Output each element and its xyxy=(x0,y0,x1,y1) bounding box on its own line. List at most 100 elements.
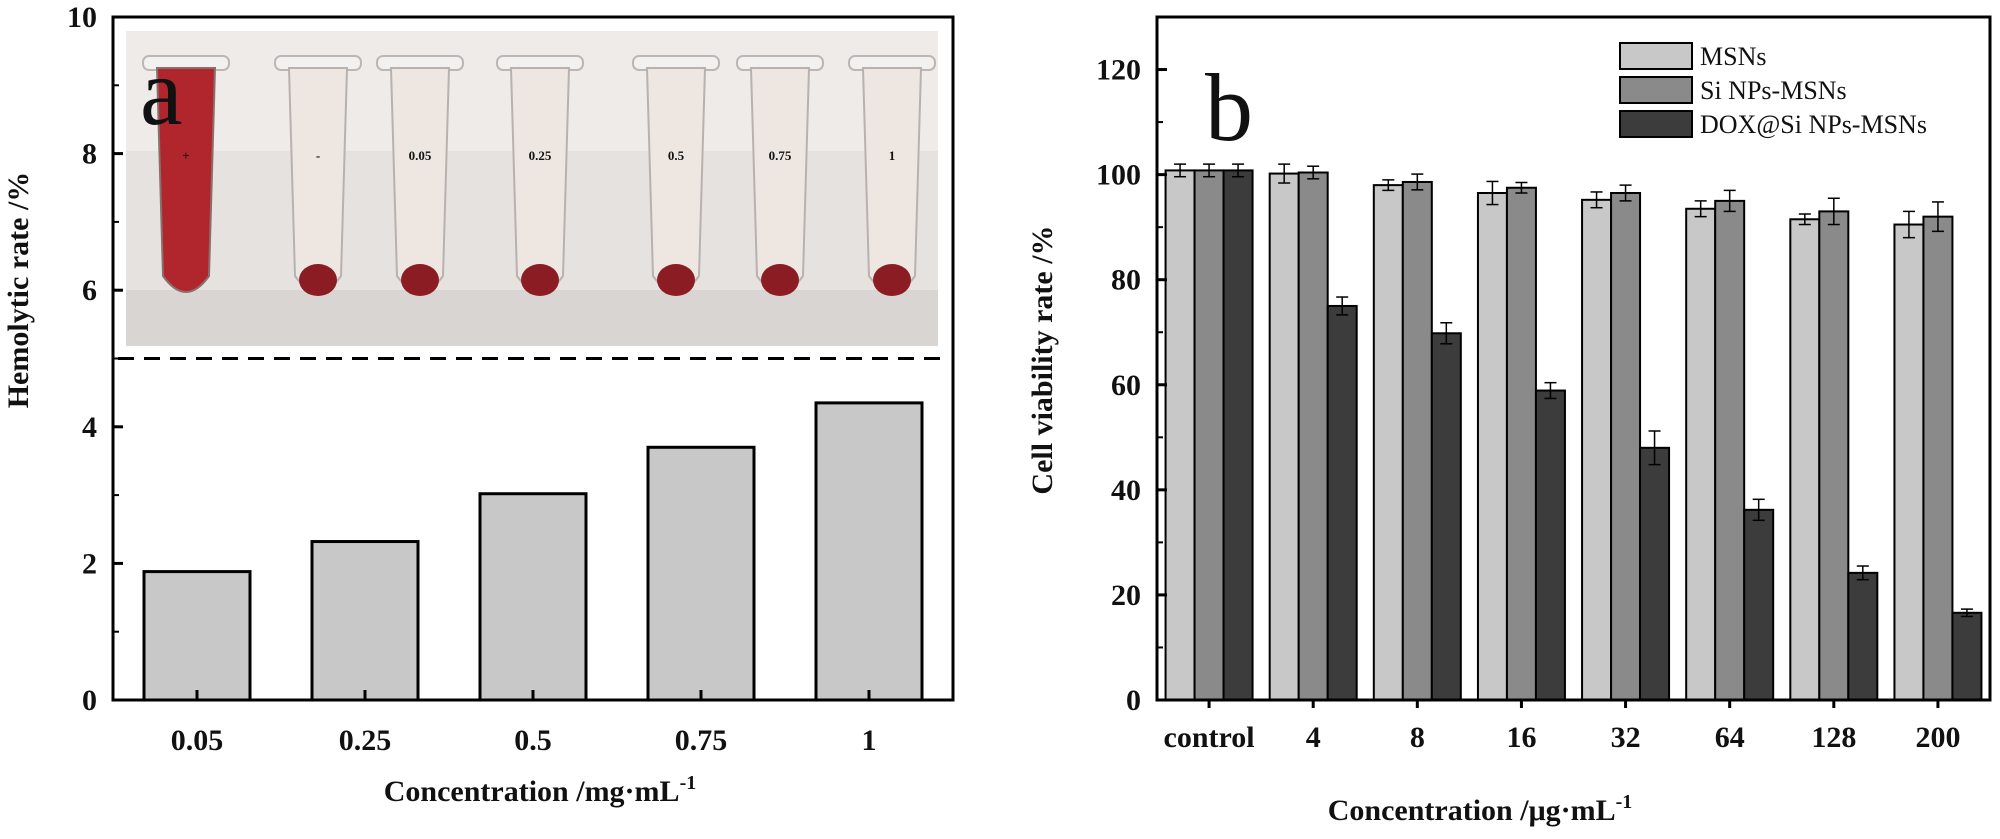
error-bar xyxy=(1336,296,1349,316)
rbc-pellet xyxy=(299,264,337,296)
bar-msns-8 xyxy=(1372,184,1404,702)
y-tick-label-a-10: 10 xyxy=(67,1,97,34)
x-tick-label-b-64: 64 xyxy=(1715,721,1745,754)
tube-body xyxy=(749,67,811,293)
y-tick-label-b-80: 80 xyxy=(1111,264,1141,297)
error-bar xyxy=(1278,163,1291,184)
error-bar xyxy=(1798,213,1811,226)
tube-label-1: 1 xyxy=(889,148,896,163)
x-axis-label-b: Concentration /μg·mL-1 xyxy=(1328,791,1633,827)
bar-dox-si-nps-msns-4 xyxy=(1326,304,1358,701)
tube-3: 0.05 xyxy=(376,55,464,296)
error-bar xyxy=(1590,191,1603,209)
legend-label-2: Si NPs-MSNs xyxy=(1700,76,1847,105)
bar-0.25 xyxy=(310,540,420,702)
bar-msns-128 xyxy=(1789,218,1821,701)
y-axis-label-a: Hemolytic rate /% xyxy=(2,172,35,409)
error-bar xyxy=(1960,608,1973,618)
y-tick-label-b-20: 20 xyxy=(1111,579,1141,612)
y-tick-label-a-4: 4 xyxy=(82,411,97,444)
x-tick-label-a-0.75: 0.75 xyxy=(675,724,728,757)
x-tick-label-b-200: 200 xyxy=(1915,721,1960,754)
tube-body xyxy=(861,67,923,293)
x-axis-label-a: Concentration /mg·mL-1 xyxy=(384,772,696,808)
tube-2: - xyxy=(274,55,362,296)
error-bar xyxy=(1694,200,1707,218)
error-bar xyxy=(1382,179,1395,192)
tube-6: 0.75 xyxy=(736,55,824,296)
y-tick-label-b-100: 100 xyxy=(1096,159,1141,192)
error-bar xyxy=(1856,565,1869,581)
x-axis-label-b-superscript: -1 xyxy=(1616,791,1633,813)
x-axis-label-b-text: Concentration /μg·mL xyxy=(1328,794,1616,827)
bar-1 xyxy=(814,401,924,702)
error-bar xyxy=(1515,181,1528,194)
bar-0.05 xyxy=(142,570,252,702)
bar-dox-si-nps-msns-control xyxy=(1222,169,1254,702)
x-axis-label-a-text: Concentration /mg·mL xyxy=(384,775,680,808)
x-tick-label-b-16: 16 xyxy=(1506,721,1536,754)
y-axis-ticks-a: 0 2 4 6 8 10 xyxy=(67,1,123,717)
tube-body xyxy=(645,67,707,293)
error-bar xyxy=(1440,322,1453,345)
y-axis-ticks-b: 0 20 40 60 80 100 120 xyxy=(1096,54,1167,717)
bar-0.75 xyxy=(646,445,756,702)
rbc-pellet xyxy=(521,264,559,296)
x-axis-ticks-a: 0.05 0.25 0.5 0.75 1 xyxy=(171,690,877,757)
bar-dox-si-nps-msns-200 xyxy=(1951,611,1983,701)
rbc-pellet xyxy=(657,264,695,296)
y-tick-label-b-60: 60 xyxy=(1111,369,1141,402)
legend-swatch-3 xyxy=(1619,110,1693,138)
legend-label-1: MSNs xyxy=(1700,42,1766,71)
tube-7: 1 xyxy=(848,55,936,296)
legend-label-3: DOX@Si NPs-MSNs xyxy=(1700,110,1927,139)
bar-msns-16 xyxy=(1476,192,1508,701)
tube-label-0.5: 0.5 xyxy=(668,148,685,163)
x-tick-label-b-32: 32 xyxy=(1611,721,1641,754)
bar-dox-si-nps-msns-64 xyxy=(1743,508,1775,701)
error-bar xyxy=(1723,189,1736,213)
error-bar xyxy=(1752,498,1765,522)
y-tick-label-a-6: 6 xyxy=(82,274,97,307)
error-bar xyxy=(1486,180,1499,206)
bar-si-nps-msns-128 xyxy=(1818,210,1850,701)
y-tick-label-a-0: 0 xyxy=(82,684,97,717)
x-tick-label-a-0.25: 0.25 xyxy=(339,724,392,757)
rbc-pellet xyxy=(401,264,439,296)
tube-5: 0.5 xyxy=(632,55,720,296)
y-tick-label-b-40: 40 xyxy=(1111,474,1141,507)
y-axis-label-b: Cell viability rate /% xyxy=(1026,225,1059,494)
tube-group: + - 0.05 0.25 0.5 0.75 1 xyxy=(142,55,936,296)
bar-dox-si-nps-msns-32 xyxy=(1639,446,1671,702)
bar-si-nps-msns-32 xyxy=(1610,192,1642,701)
legend-swatch-1 xyxy=(1619,42,1693,70)
x-tick-label-b-4: 4 xyxy=(1306,721,1321,754)
tube-label--: - xyxy=(316,148,320,163)
error-bar xyxy=(1931,201,1944,233)
x-tick-label-b-8: 8 xyxy=(1410,721,1425,754)
error-bar xyxy=(1232,163,1245,178)
error-bar xyxy=(1648,430,1661,466)
tube-label-0.75: 0.75 xyxy=(769,148,792,163)
error-bar xyxy=(1174,163,1187,178)
legend: MSNs Si NPs-MSNs DOX@Si NPs-MSNs xyxy=(1619,42,1927,139)
bar-si-nps-msns-4 xyxy=(1297,171,1329,701)
bar-msns-32 xyxy=(1581,198,1613,702)
y-tick-label-b-0: 0 xyxy=(1126,684,1141,717)
bar-si-nps-msns-8 xyxy=(1401,180,1433,701)
x-tick-label-a-0.5: 0.5 xyxy=(514,724,552,757)
tube-4: 0.25 xyxy=(496,55,584,296)
tube-body xyxy=(389,67,451,293)
bar-dox-si-nps-msns-16 xyxy=(1534,389,1566,701)
bar-msns-200 xyxy=(1893,223,1925,701)
y-tick-label-b-120: 120 xyxy=(1096,54,1141,87)
bar-0.5 xyxy=(478,492,588,702)
y-tick-label-a-8: 8 xyxy=(82,138,97,171)
error-bar xyxy=(1411,173,1424,191)
tube-label-+: + xyxy=(182,148,189,163)
bar-msns-64 xyxy=(1685,207,1717,701)
rbc-pellet xyxy=(761,264,799,296)
